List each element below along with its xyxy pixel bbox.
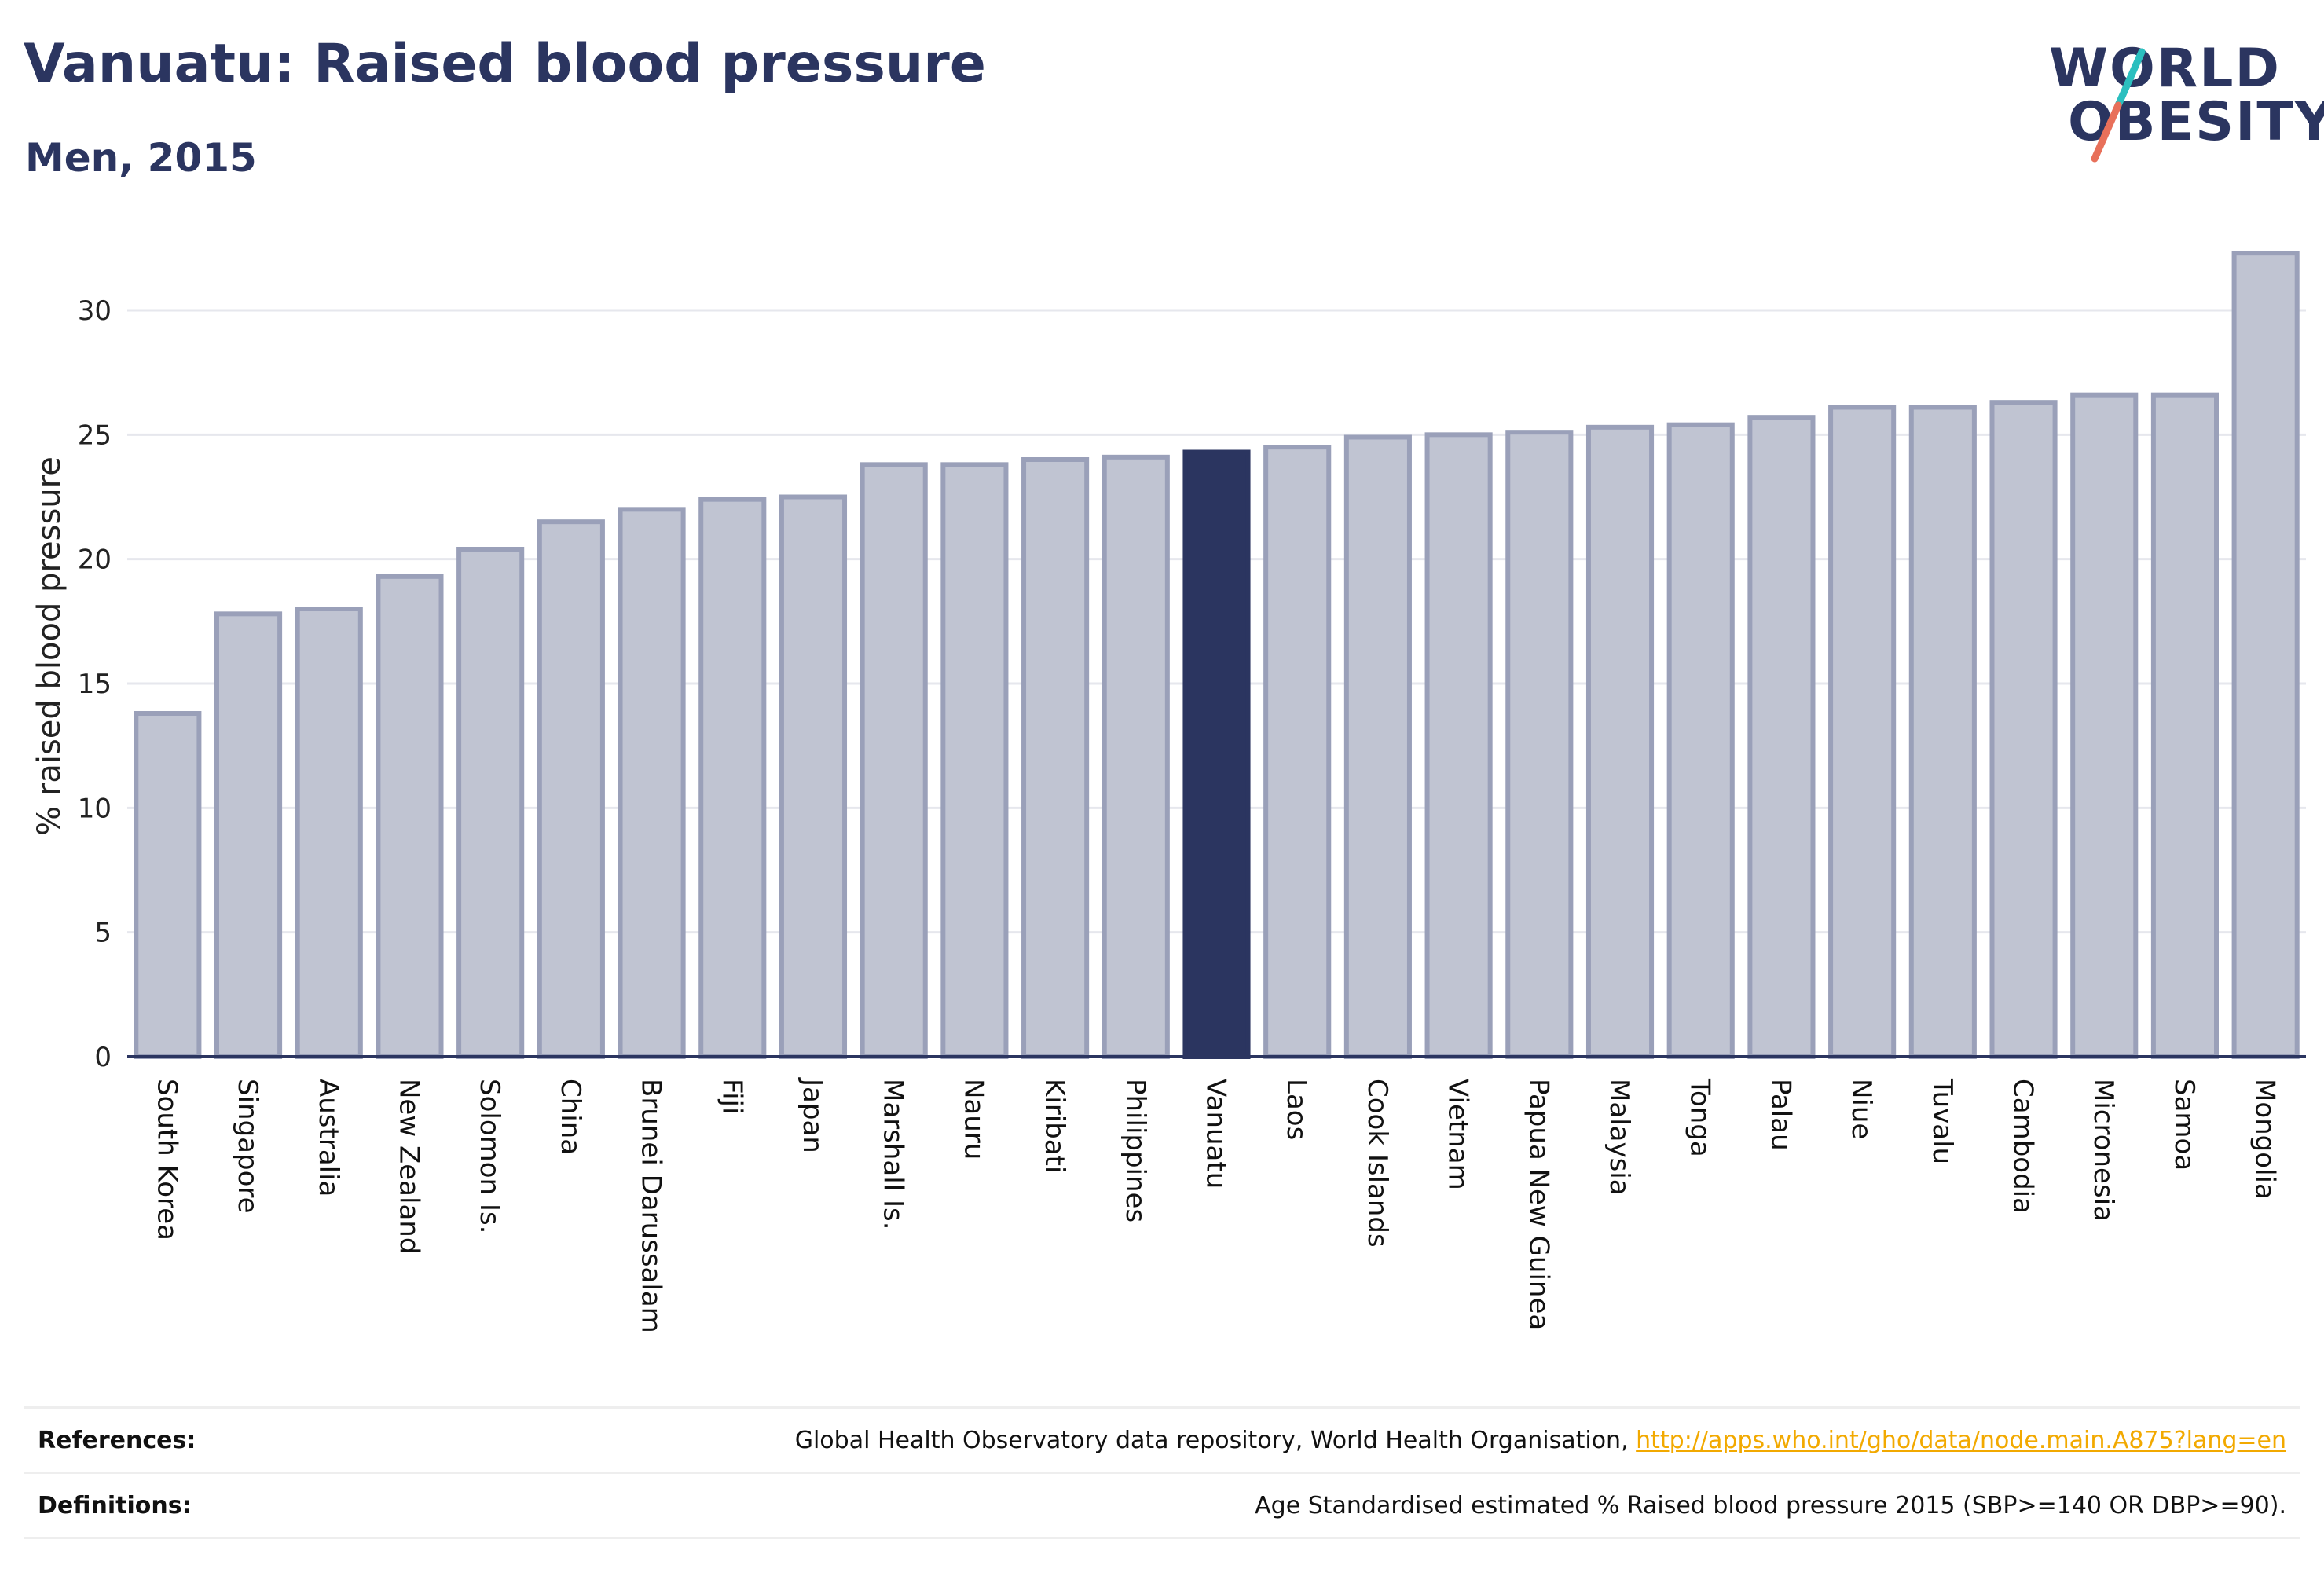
bar[interactable]	[698, 497, 767, 1059]
logo-line1: WORLD	[2049, 38, 2281, 100]
chart-title: Vanuatu: Raised blood pressure	[24, 33, 986, 95]
bar[interactable]	[1182, 449, 1251, 1059]
axes: 0 5 10 15 20 25 30	[78, 295, 2306, 1073]
x-tick-label: Malaysia	[1604, 1079, 1635, 1196]
x-tick-label: Vietnam	[1442, 1079, 1474, 1190]
references-text: Global Health Observatory data repositor…	[794, 1426, 1637, 1454]
bar[interactable]	[1263, 445, 1332, 1059]
y-tick-label: 15	[78, 669, 112, 700]
bar[interactable]	[1666, 422, 1735, 1059]
references-label: References:	[38, 1426, 196, 1454]
x-tick-label: Cook Islands	[1362, 1079, 1393, 1248]
definitions-label: Definitions:	[38, 1491, 192, 1519]
x-tick-label: New Zealand	[393, 1079, 424, 1254]
x-tick-label: Philippines	[1120, 1079, 1151, 1222]
x-tick-label: Singapore	[232, 1079, 263, 1214]
definitions-value: Age Standardised estimated % Raised bloo…	[1255, 1491, 2286, 1519]
bar[interactable]	[1505, 430, 1574, 1059]
references-row: References: Global Health Observatory da…	[24, 1406, 2300, 1472]
bars	[134, 251, 2300, 1059]
references-value: Global Health Observatory data repositor…	[795, 1427, 2300, 1454]
bar[interactable]	[618, 507, 686, 1059]
logo-slash-icon	[2091, 48, 2146, 163]
bar[interactable]	[1828, 405, 1897, 1059]
x-tick-label: Kiribati	[1039, 1079, 1070, 1173]
bar[interactable]	[1102, 454, 1170, 1059]
x-tick-label: Niue	[1846, 1079, 1877, 1139]
x-tick-label: Tonga	[1684, 1078, 1716, 1157]
y-tick-label: 30	[78, 295, 112, 327]
y-tick-label: 10	[78, 793, 112, 824]
x-tick-label: Nauru	[958, 1079, 989, 1160]
x-tick-label: Palau	[1765, 1079, 1796, 1151]
bar-chart: 0 5 10 15 20 25 30 South Korea Singapore Austral…	[31, 251, 2306, 1333]
x-tick-label: Cambodia	[2007, 1079, 2039, 1214]
references-link[interactable]: http://apps.who.int/gho/data/node.main.A…	[1636, 1426, 2286, 1454]
bar[interactable]	[2231, 251, 2300, 1059]
bar[interactable]	[537, 519, 605, 1059]
x-tick-label: Australia	[313, 1079, 344, 1197]
x-tick-label: Tuvalu	[1926, 1078, 1958, 1164]
category-labels: South Korea Singapore Australia New Zealand…	[151, 1077, 2280, 1333]
bar[interactable]	[1989, 400, 2058, 1059]
y-tick-label: 5	[94, 918, 112, 949]
bar[interactable]	[1908, 405, 1977, 1059]
bar[interactable]	[1747, 415, 1816, 1059]
x-tick-label: Mongolia	[2249, 1079, 2281, 1200]
world-obesity-logo[interactable]: WORLD OBESITY	[2049, 28, 2324, 170]
x-tick-label: Japan	[797, 1077, 828, 1153]
bar[interactable]	[779, 494, 848, 1059]
x-tick-label: Vanuatu	[1200, 1079, 1232, 1189]
y-tick-label: 20	[78, 544, 112, 576]
x-tick-label: Micronesia	[2088, 1079, 2119, 1222]
bar[interactable]	[1424, 432, 1493, 1059]
bar[interactable]	[2150, 392, 2219, 1059]
y-tick-label: 25	[78, 420, 112, 451]
chart-subtitle: Men, 2015	[25, 135, 257, 181]
x-tick-label: Brunei Darussalam	[636, 1079, 667, 1333]
x-tick-label: Laos	[1281, 1079, 1312, 1140]
bar[interactable]	[860, 462, 928, 1059]
bar[interactable]	[295, 607, 363, 1059]
bar[interactable]	[2070, 392, 2139, 1059]
x-tick-label: South Korea	[151, 1079, 182, 1241]
y-tick-label: 0	[94, 1042, 112, 1073]
x-tick-label: Papua New Guinea	[1523, 1079, 1554, 1330]
bar[interactable]	[1021, 457, 1090, 1059]
bar[interactable]	[940, 462, 1009, 1059]
chart-footer: References: Global Health Observatory da…	[24, 1406, 2300, 1539]
x-tick-label: China	[555, 1079, 586, 1155]
x-tick-label: Solomon Is.	[474, 1079, 505, 1233]
bar[interactable]	[134, 711, 202, 1059]
bar[interactable]	[1343, 434, 1412, 1059]
definitions-row: Definitions: Age Standardised estimated …	[24, 1472, 2300, 1539]
bar[interactable]	[376, 574, 444, 1059]
bar[interactable]	[214, 611, 283, 1059]
x-tick-label: Marshall Is.	[878, 1079, 909, 1230]
y-axis-label: % raised blood pressure	[31, 456, 68, 836]
bar[interactable]	[456, 547, 525, 1059]
x-tick-label: Fiji	[716, 1079, 747, 1114]
bar[interactable]	[1585, 424, 1655, 1059]
x-tick-label: Samoa	[2168, 1079, 2200, 1171]
